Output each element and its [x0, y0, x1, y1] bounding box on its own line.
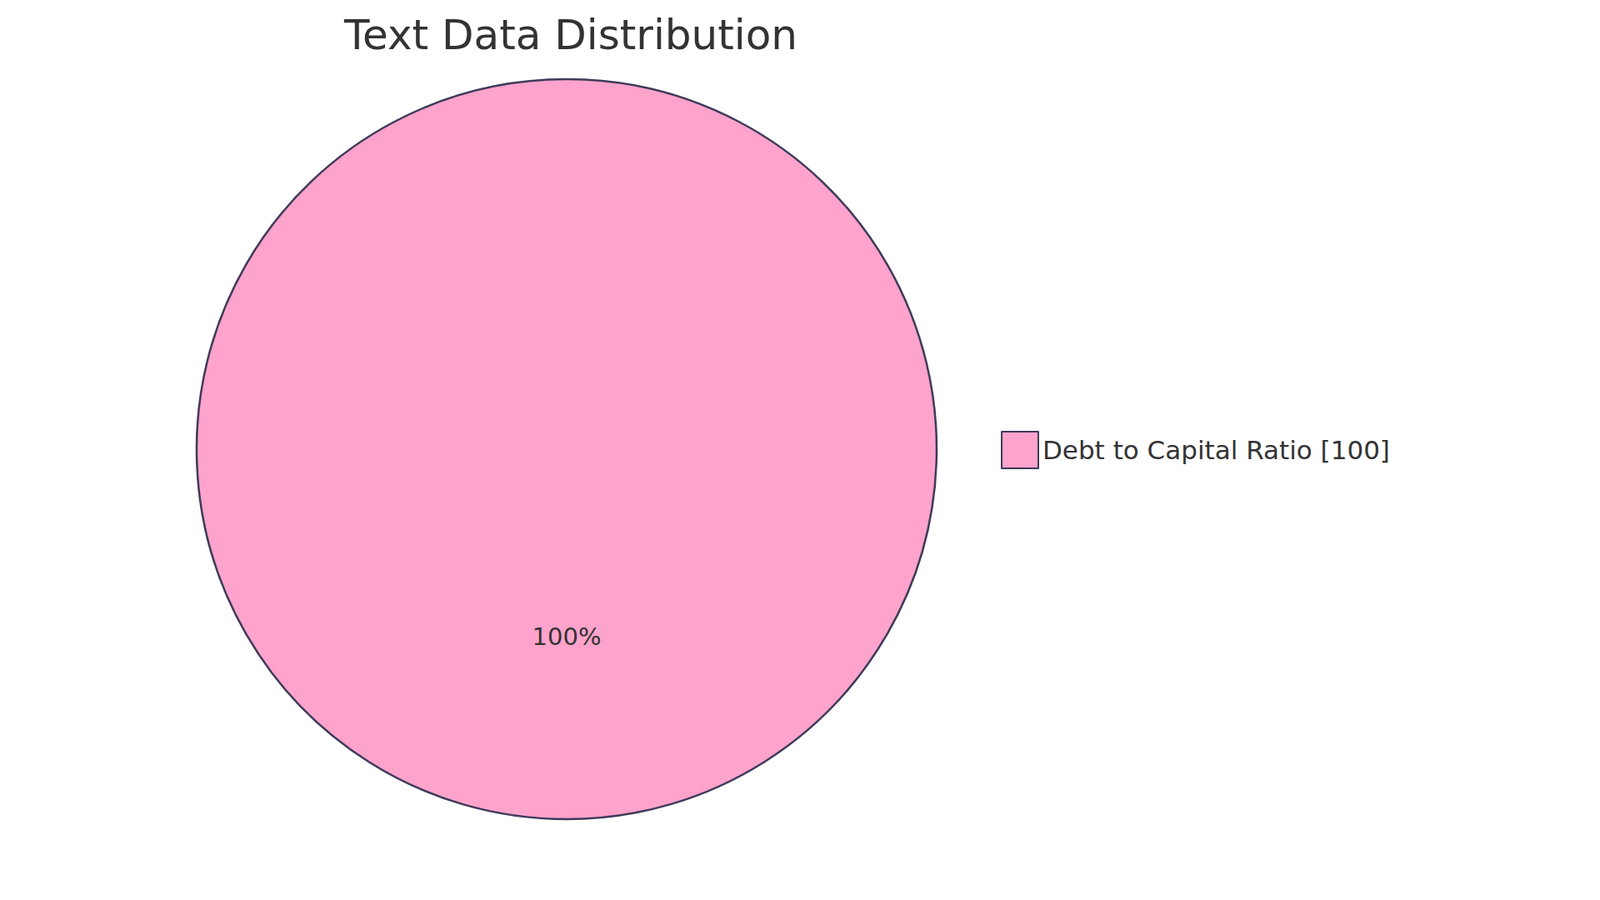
svg-text:Debt to Capital Ratio [100]: Debt to Capital Ratio [100] [1042, 435, 1390, 465]
svg-text:100%: 100% [532, 622, 602, 651]
svg-text:Text Data Distribution: Text Data Distribution [343, 10, 798, 60]
